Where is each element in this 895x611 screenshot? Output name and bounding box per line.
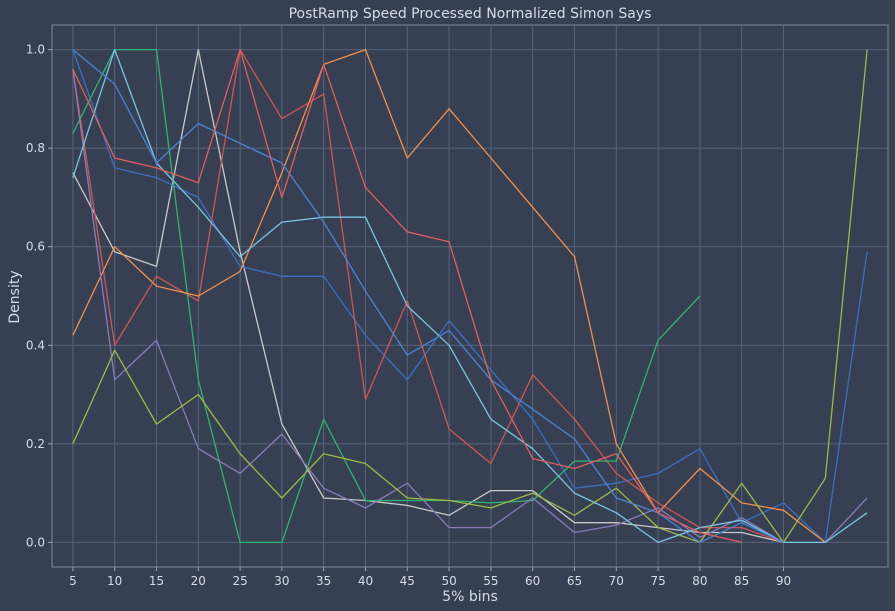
y-tick-label: 1.0 xyxy=(26,43,45,57)
x-tick-label: 35 xyxy=(316,574,331,588)
y-tick-label: 0.8 xyxy=(26,141,45,155)
series-line-9 xyxy=(72,49,784,544)
x-tick-label: 50 xyxy=(441,574,456,588)
x-tick-label: 5 xyxy=(69,574,77,588)
x-tick-label: 75 xyxy=(650,574,665,588)
x-tick-label: 20 xyxy=(191,574,206,588)
x-tick-label: 80 xyxy=(692,574,707,588)
x-tick-label: 70 xyxy=(609,574,624,588)
y-axis-label: Density xyxy=(7,270,23,323)
plot-frame xyxy=(51,24,889,568)
series-group xyxy=(72,48,868,544)
series-line-2 xyxy=(72,49,868,544)
x-tick-label: 60 xyxy=(525,574,540,588)
series-line-10 xyxy=(72,48,742,544)
x-tick-label: 45 xyxy=(400,574,415,588)
x-tick-label: 85 xyxy=(734,574,749,588)
x-axis: 5 10 15 20 25 30 35 40 45 50 55 60 65 70 75 80 85 90 xyxy=(69,567,791,588)
x-tick-label: 90 xyxy=(776,574,791,588)
x-tick-label: 65 xyxy=(567,574,582,588)
x-tick-label: 15 xyxy=(149,574,164,588)
y-axis: 0.0 0.2 0.4 0.6 0.8 1.0 xyxy=(26,43,52,549)
x-tick-label: 40 xyxy=(358,574,373,588)
series-line-5 xyxy=(72,48,826,543)
chart-title: PostRamp Speed Processed Normalized Simo… xyxy=(289,6,652,22)
series-line-7 xyxy=(72,49,868,544)
series-line-1 xyxy=(72,48,784,544)
y-tick-label: 0.4 xyxy=(26,338,45,352)
x-tick-label: 25 xyxy=(232,574,247,588)
x-tick-label: 10 xyxy=(107,574,122,588)
x-tick-label: 55 xyxy=(483,574,498,588)
x-axis-label: 5% bins xyxy=(442,589,498,605)
grid xyxy=(52,25,888,567)
series-line-3 xyxy=(72,48,784,544)
y-tick-label: 0.6 xyxy=(26,240,45,254)
x-tick-label: 30 xyxy=(274,574,289,588)
y-tick-label: 0.0 xyxy=(26,535,45,549)
y-tick-label: 0.2 xyxy=(26,437,45,451)
plot-area xyxy=(52,25,888,567)
series-line-8 xyxy=(72,48,868,544)
